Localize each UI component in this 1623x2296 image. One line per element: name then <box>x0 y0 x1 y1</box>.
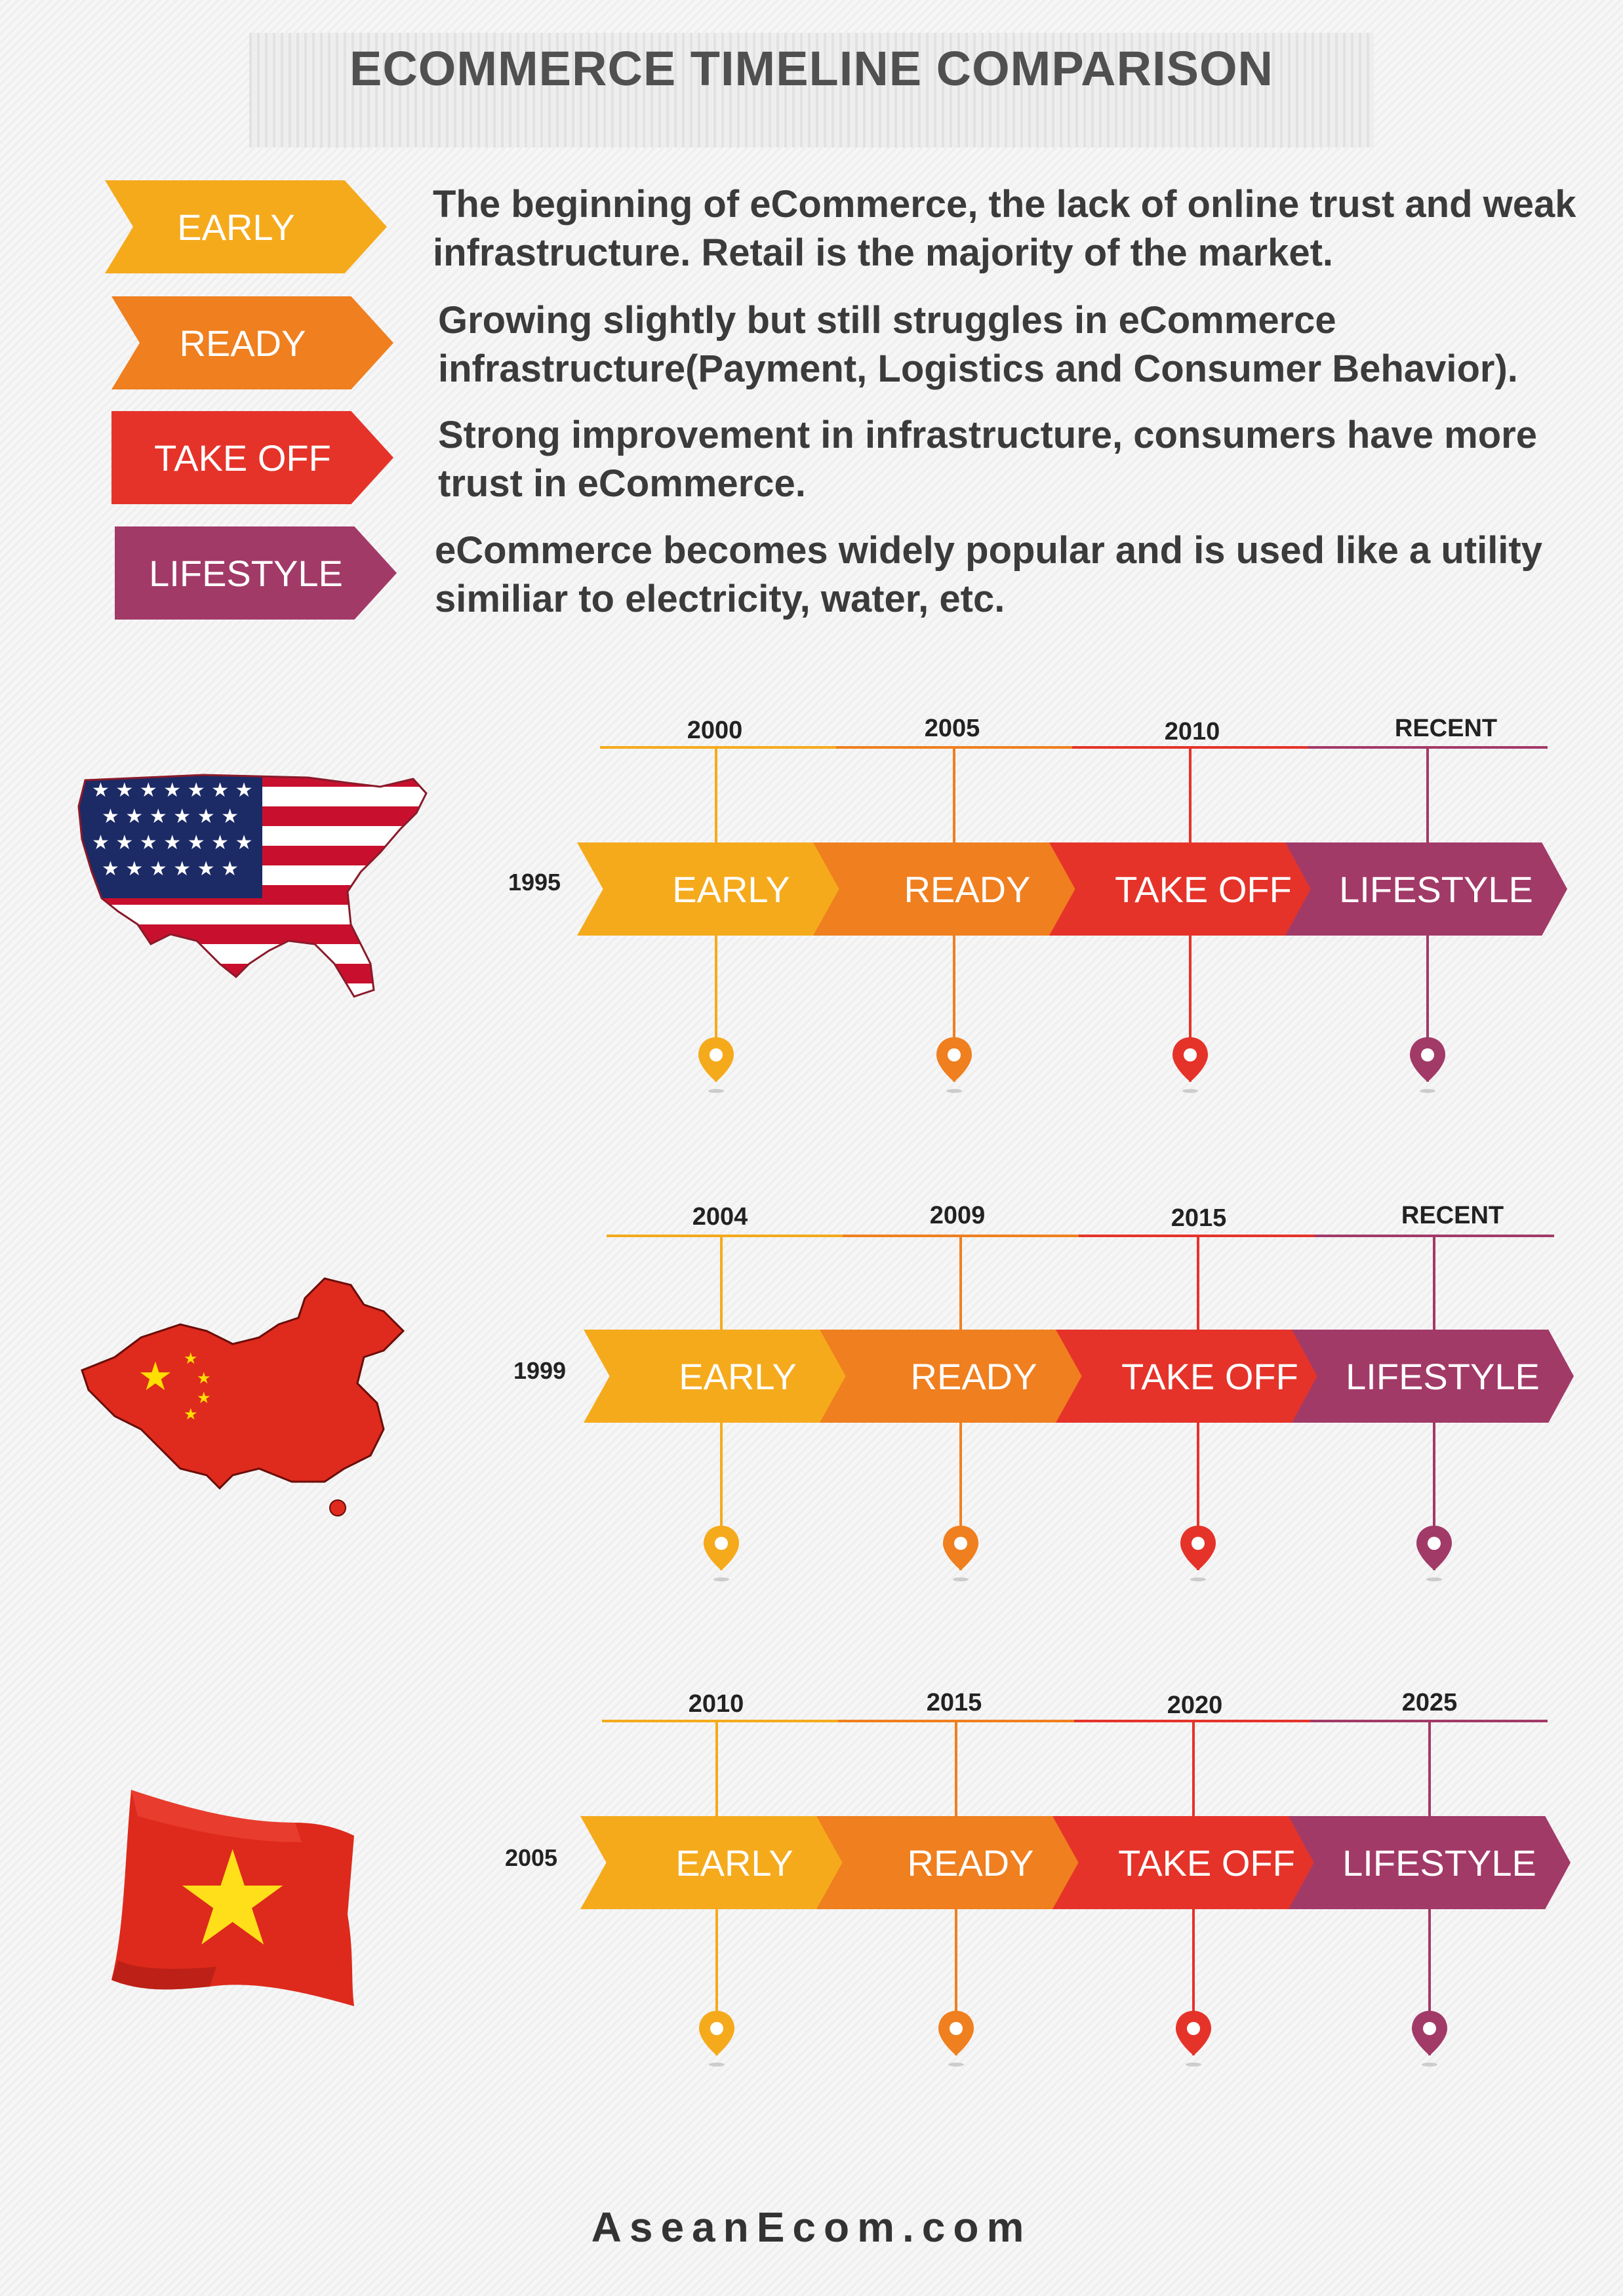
svg-text:★ ★ ★ ★ ★ ★: ★ ★ ★ ★ ★ ★ <box>102 805 239 828</box>
legend-arrow-lifestyle: LIFESTYLE <box>115 526 397 620</box>
svg-text:★: ★ <box>184 1349 198 1368</box>
legend-description-early: The beginning of eCommerce, the lack of … <box>433 183 1576 274</box>
milestone-year: 2000 <box>687 717 743 744</box>
legend-arrow-ready: READY <box>111 296 393 389</box>
stage-takeoff: TAKE OFF <box>1049 842 1338 936</box>
milestone-year: 2009 <box>929 1202 986 1229</box>
map-pin-icon <box>1410 1037 1445 1093</box>
timeline-china: 1999 2004 2009 2015 RECENT EARLY READY T… <box>0 1200 1623 1619</box>
legend-label-takeoff: TAKE OFF <box>154 437 331 479</box>
stage-lifestyle: LIFESTYLE <box>1292 1330 1574 1423</box>
timeline-top-line <box>843 1235 1085 1237</box>
stage-label: LIFESTYLE <box>1339 868 1533 910</box>
stage-label: READY <box>907 1842 1034 1884</box>
stage-label: LIFESTYLE <box>1342 1842 1536 1884</box>
stage-lifestyle: LIFESTYLE <box>1285 842 1567 936</box>
svg-text:★: ★ <box>197 1389 211 1407</box>
stage-ready: READY <box>816 1816 1105 1909</box>
timeline-top-line <box>600 746 856 749</box>
map-pin-icon <box>1416 1526 1452 1581</box>
stage-label: EARLY <box>675 1842 793 1884</box>
timeline-top-line <box>607 1235 862 1237</box>
usa-map-flag-icon: ★ ★ ★ ★ ★ ★ ★ ★ ★ ★ ★ ★ ★ ★ ★ ★ ★ ★ ★ ★ … <box>77 774 428 998</box>
vietnam-flag-icon: ★ <box>111 1790 354 2006</box>
timeline-top-line <box>602 1720 858 1722</box>
legend-label-early: EARLY <box>177 206 295 248</box>
stage-label: LIFESTYLE <box>1346 1355 1540 1397</box>
page-title: ECOMMERCE TIMELINE COMPARISON <box>350 41 1273 96</box>
timeline-top-line <box>838 1720 1081 1722</box>
legend-row-lifestyle: LIFESTYLE eCommerce becomes widely popul… <box>0 526 1623 625</box>
svg-text:★: ★ <box>184 1405 198 1423</box>
stage-label: EARLY <box>672 868 790 910</box>
stage-lifestyle: LIFESTYLE <box>1289 1816 1571 1909</box>
stage-ready: READY <box>813 842 1102 936</box>
legend-description-takeoff: Strong improvement in infrastructure, co… <box>438 414 1537 505</box>
timeline-top-line <box>1072 746 1315 749</box>
legend-label-ready: READY <box>179 322 306 364</box>
legend-row-early: EARLY The beginning of eCommerce, the la… <box>0 180 1623 279</box>
stage-label: TAKE OFF <box>1121 1355 1298 1397</box>
map-pin-icon <box>704 1526 739 1581</box>
map-pin-icon <box>936 1037 972 1093</box>
footer-brand: AseanEcom.com <box>591 2204 1032 2251</box>
timeline-top-line <box>1079 1235 1321 1237</box>
svg-text:★ ★ ★ ★ ★ ★ ★: ★ ★ ★ ★ ★ ★ ★ <box>92 831 252 854</box>
milestone-year: RECENT <box>1394 715 1498 742</box>
china-map-flag-icon: ★ ★ ★ ★ ★ <box>81 1277 405 1516</box>
svg-text:★: ★ <box>138 1354 173 1400</box>
stage-ready: READY <box>820 1330 1108 1423</box>
map-pin-icon <box>1176 2011 1211 2067</box>
legend-description-ready: Growing slightly but still struggles in … <box>438 299 1518 390</box>
timeline-start-year: 1995 <box>508 869 561 896</box>
stage-label: READY <box>910 1355 1037 1397</box>
svg-text:★ ★ ★ ★ ★ ★: ★ ★ ★ ★ ★ ★ <box>102 858 239 881</box>
legend-arrow-takeoff: TAKE OFF <box>111 411 393 504</box>
svg-text:★ ★ ★ ★ ★ ★ ★: ★ ★ ★ ★ ★ ★ ★ <box>92 779 252 802</box>
stage-takeoff: TAKE OFF <box>1056 1330 1344 1423</box>
timeline-top-line <box>1074 1720 1317 1722</box>
map-pin-icon <box>1180 1526 1216 1581</box>
milestone-year: 2005 <box>924 715 980 742</box>
stage-label: TAKE OFF <box>1118 1842 1295 1884</box>
title-band <box>249 33 1374 148</box>
map-pin-icon <box>1412 2011 1447 2067</box>
milestone-year: 2010 <box>1164 718 1220 745</box>
timeline-start-year: 2005 <box>504 1844 558 1871</box>
milestone-year: RECENT <box>1401 1202 1504 1229</box>
legend-row-ready: READY Growing slightly but still struggl… <box>0 296 1623 395</box>
legend-label-lifestyle: LIFESTYLE <box>149 552 343 594</box>
map-pin-icon <box>698 1037 734 1093</box>
milestone-year: 2010 <box>688 1690 744 1718</box>
milestone-year: 2020 <box>1167 1692 1223 1719</box>
timeline-vietnam: 2005 2010 2015 2020 2025 EARLY READY TAK… <box>0 1688 1623 2108</box>
legend-description-lifestyle: eCommerce becomes widely popular and is … <box>435 529 1542 620</box>
stage-early: EARLY <box>577 842 866 936</box>
milestone-year: 2025 <box>1401 1689 1458 1716</box>
map-pin-icon <box>1172 1037 1208 1093</box>
svg-text:★: ★ <box>174 1823 291 1975</box>
map-pin-icon <box>943 1526 978 1581</box>
legend-arrow-early: EARLY <box>105 180 387 273</box>
svg-text:★: ★ <box>197 1369 211 1387</box>
stage-takeoff: TAKE OFF <box>1052 1816 1341 1909</box>
legend-row-takeoff: TAKE OFF Strong improvement in infrastru… <box>0 411 1623 509</box>
stage-early: EARLY <box>584 1330 872 1423</box>
timeline-usa: 1995 2000 2005 2010 RECENT EARLY READY T… <box>0 711 1623 1131</box>
map-pin-icon <box>699 2011 734 2067</box>
stage-label: EARLY <box>679 1355 797 1397</box>
timeline-start-year: 1999 <box>513 1357 567 1384</box>
milestone-year: 2015 <box>1171 1204 1227 1232</box>
stage-label: READY <box>904 868 1031 910</box>
stage-early: EARLY <box>580 1816 869 1909</box>
milestone-year: 2004 <box>692 1203 748 1231</box>
map-pin-icon <box>938 2011 974 2067</box>
timeline-top-line <box>836 746 1079 749</box>
milestone-year: 2015 <box>926 1689 982 1716</box>
stage-label: TAKE OFF <box>1115 868 1292 910</box>
